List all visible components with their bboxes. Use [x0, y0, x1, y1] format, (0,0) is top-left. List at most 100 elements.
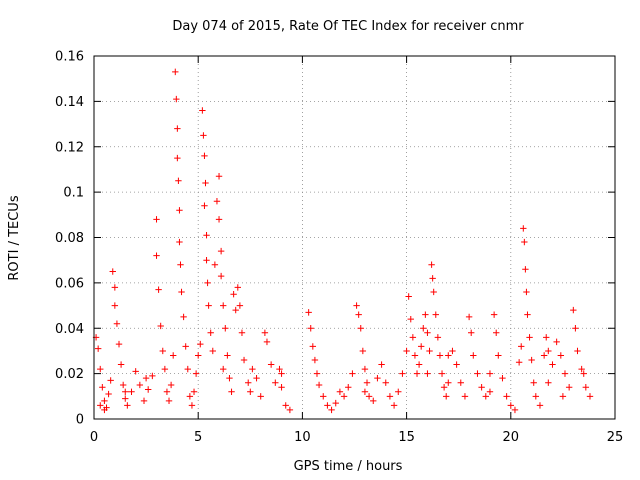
- data-point: [415, 361, 423, 368]
- data-point: [240, 356, 248, 364]
- data-point: [159, 347, 166, 355]
- data-point: [192, 370, 200, 377]
- data-point: [420, 325, 427, 332]
- data-point: [97, 402, 104, 409]
- data-point: [157, 322, 164, 330]
- x-tick-labels: 0 5 10 15 20 25: [90, 430, 623, 445]
- data-point: [365, 393, 373, 400]
- data-point: [580, 370, 587, 377]
- data-point: [153, 216, 160, 223]
- data-point: [526, 334, 533, 341]
- data-point: [586, 393, 594, 400]
- data-point: [374, 374, 381, 382]
- data-point: [424, 329, 431, 336]
- data-point: [109, 268, 116, 275]
- data-point: [174, 125, 181, 132]
- data-point: [486, 388, 494, 395]
- data-point: [457, 379, 464, 386]
- x-tick-label: 10: [294, 430, 311, 445]
- data-point: [532, 393, 540, 400]
- data-point: [201, 202, 208, 209]
- data-point: [253, 374, 260, 382]
- y-tick-label: 0.1: [63, 186, 84, 201]
- data-point: [309, 343, 317, 350]
- data-point: [167, 381, 175, 389]
- chart-title: Day 074 of 2015, Rate Of TEC Index for r…: [172, 19, 524, 34]
- data-point: [175, 177, 182, 184]
- data-point: [378, 361, 385, 368]
- data-point: [169, 352, 177, 359]
- data-point: [286, 406, 294, 414]
- data-point: [144, 386, 152, 393]
- data-point: [205, 302, 212, 309]
- data-point: [155, 286, 162, 293]
- data-point: [174, 154, 181, 162]
- data-point: [213, 198, 221, 205]
- data-point: [557, 352, 565, 359]
- data-point: [370, 397, 377, 405]
- data-point: [101, 397, 108, 405]
- y-tick-label: 0.12: [55, 140, 84, 155]
- data-point: [215, 173, 223, 180]
- data-point: [355, 311, 362, 318]
- data-point: [238, 329, 246, 336]
- data-point: [530, 379, 537, 386]
- data-point: [470, 352, 477, 359]
- data-point: [382, 379, 389, 386]
- data-point: [361, 388, 369, 395]
- data-point: [445, 379, 452, 386]
- data-point: [178, 288, 185, 296]
- data-point: [445, 352, 452, 359]
- data-point: [417, 343, 425, 350]
- data-point: [409, 334, 417, 341]
- y-tick-label: 0.02: [55, 367, 84, 382]
- data-point: [220, 302, 227, 309]
- data-point: [315, 381, 323, 389]
- data-point: [426, 347, 433, 355]
- data-point: [507, 402, 514, 409]
- y-tick-label: 0.16: [55, 50, 84, 65]
- data-points: [92, 68, 594, 414]
- data-point: [232, 306, 239, 314]
- data-point: [124, 402, 131, 409]
- data-point: [428, 261, 435, 268]
- data-point: [482, 393, 489, 400]
- data-point: [493, 329, 500, 336]
- data-point: [524, 311, 531, 318]
- data-point: [211, 261, 219, 268]
- data-point: [328, 406, 335, 414]
- data-point: [203, 232, 210, 239]
- data-point: [490, 311, 498, 318]
- data-point: [353, 302, 360, 309]
- data-point: [578, 365, 585, 373]
- y-tick-label: 0.14: [55, 95, 84, 110]
- data-point: [153, 252, 160, 259]
- data-point: [128, 388, 135, 395]
- x-tick-label: 5: [194, 430, 202, 445]
- data-point: [422, 311, 429, 318]
- data-point: [172, 68, 179, 76]
- data-point: [570, 306, 577, 314]
- data-point: [549, 361, 556, 368]
- data-point: [486, 370, 494, 377]
- data-point: [345, 384, 352, 391]
- plot-frame: [93, 55, 616, 420]
- data-point: [559, 393, 567, 400]
- data-point: [176, 207, 183, 214]
- data-point: [220, 365, 227, 373]
- data-point: [222, 325, 229, 332]
- data-point: [399, 370, 406, 377]
- data-point: [186, 393, 194, 400]
- data-point: [203, 256, 210, 264]
- data-point: [434, 334, 442, 341]
- data-point: [107, 377, 114, 384]
- data-point: [523, 288, 530, 296]
- data-point: [565, 384, 573, 391]
- data-point: [201, 152, 208, 160]
- data-point: [429, 275, 436, 282]
- data-point: [278, 384, 285, 391]
- data-point: [224, 352, 231, 359]
- data-point: [361, 365, 369, 373]
- data-point: [442, 393, 450, 400]
